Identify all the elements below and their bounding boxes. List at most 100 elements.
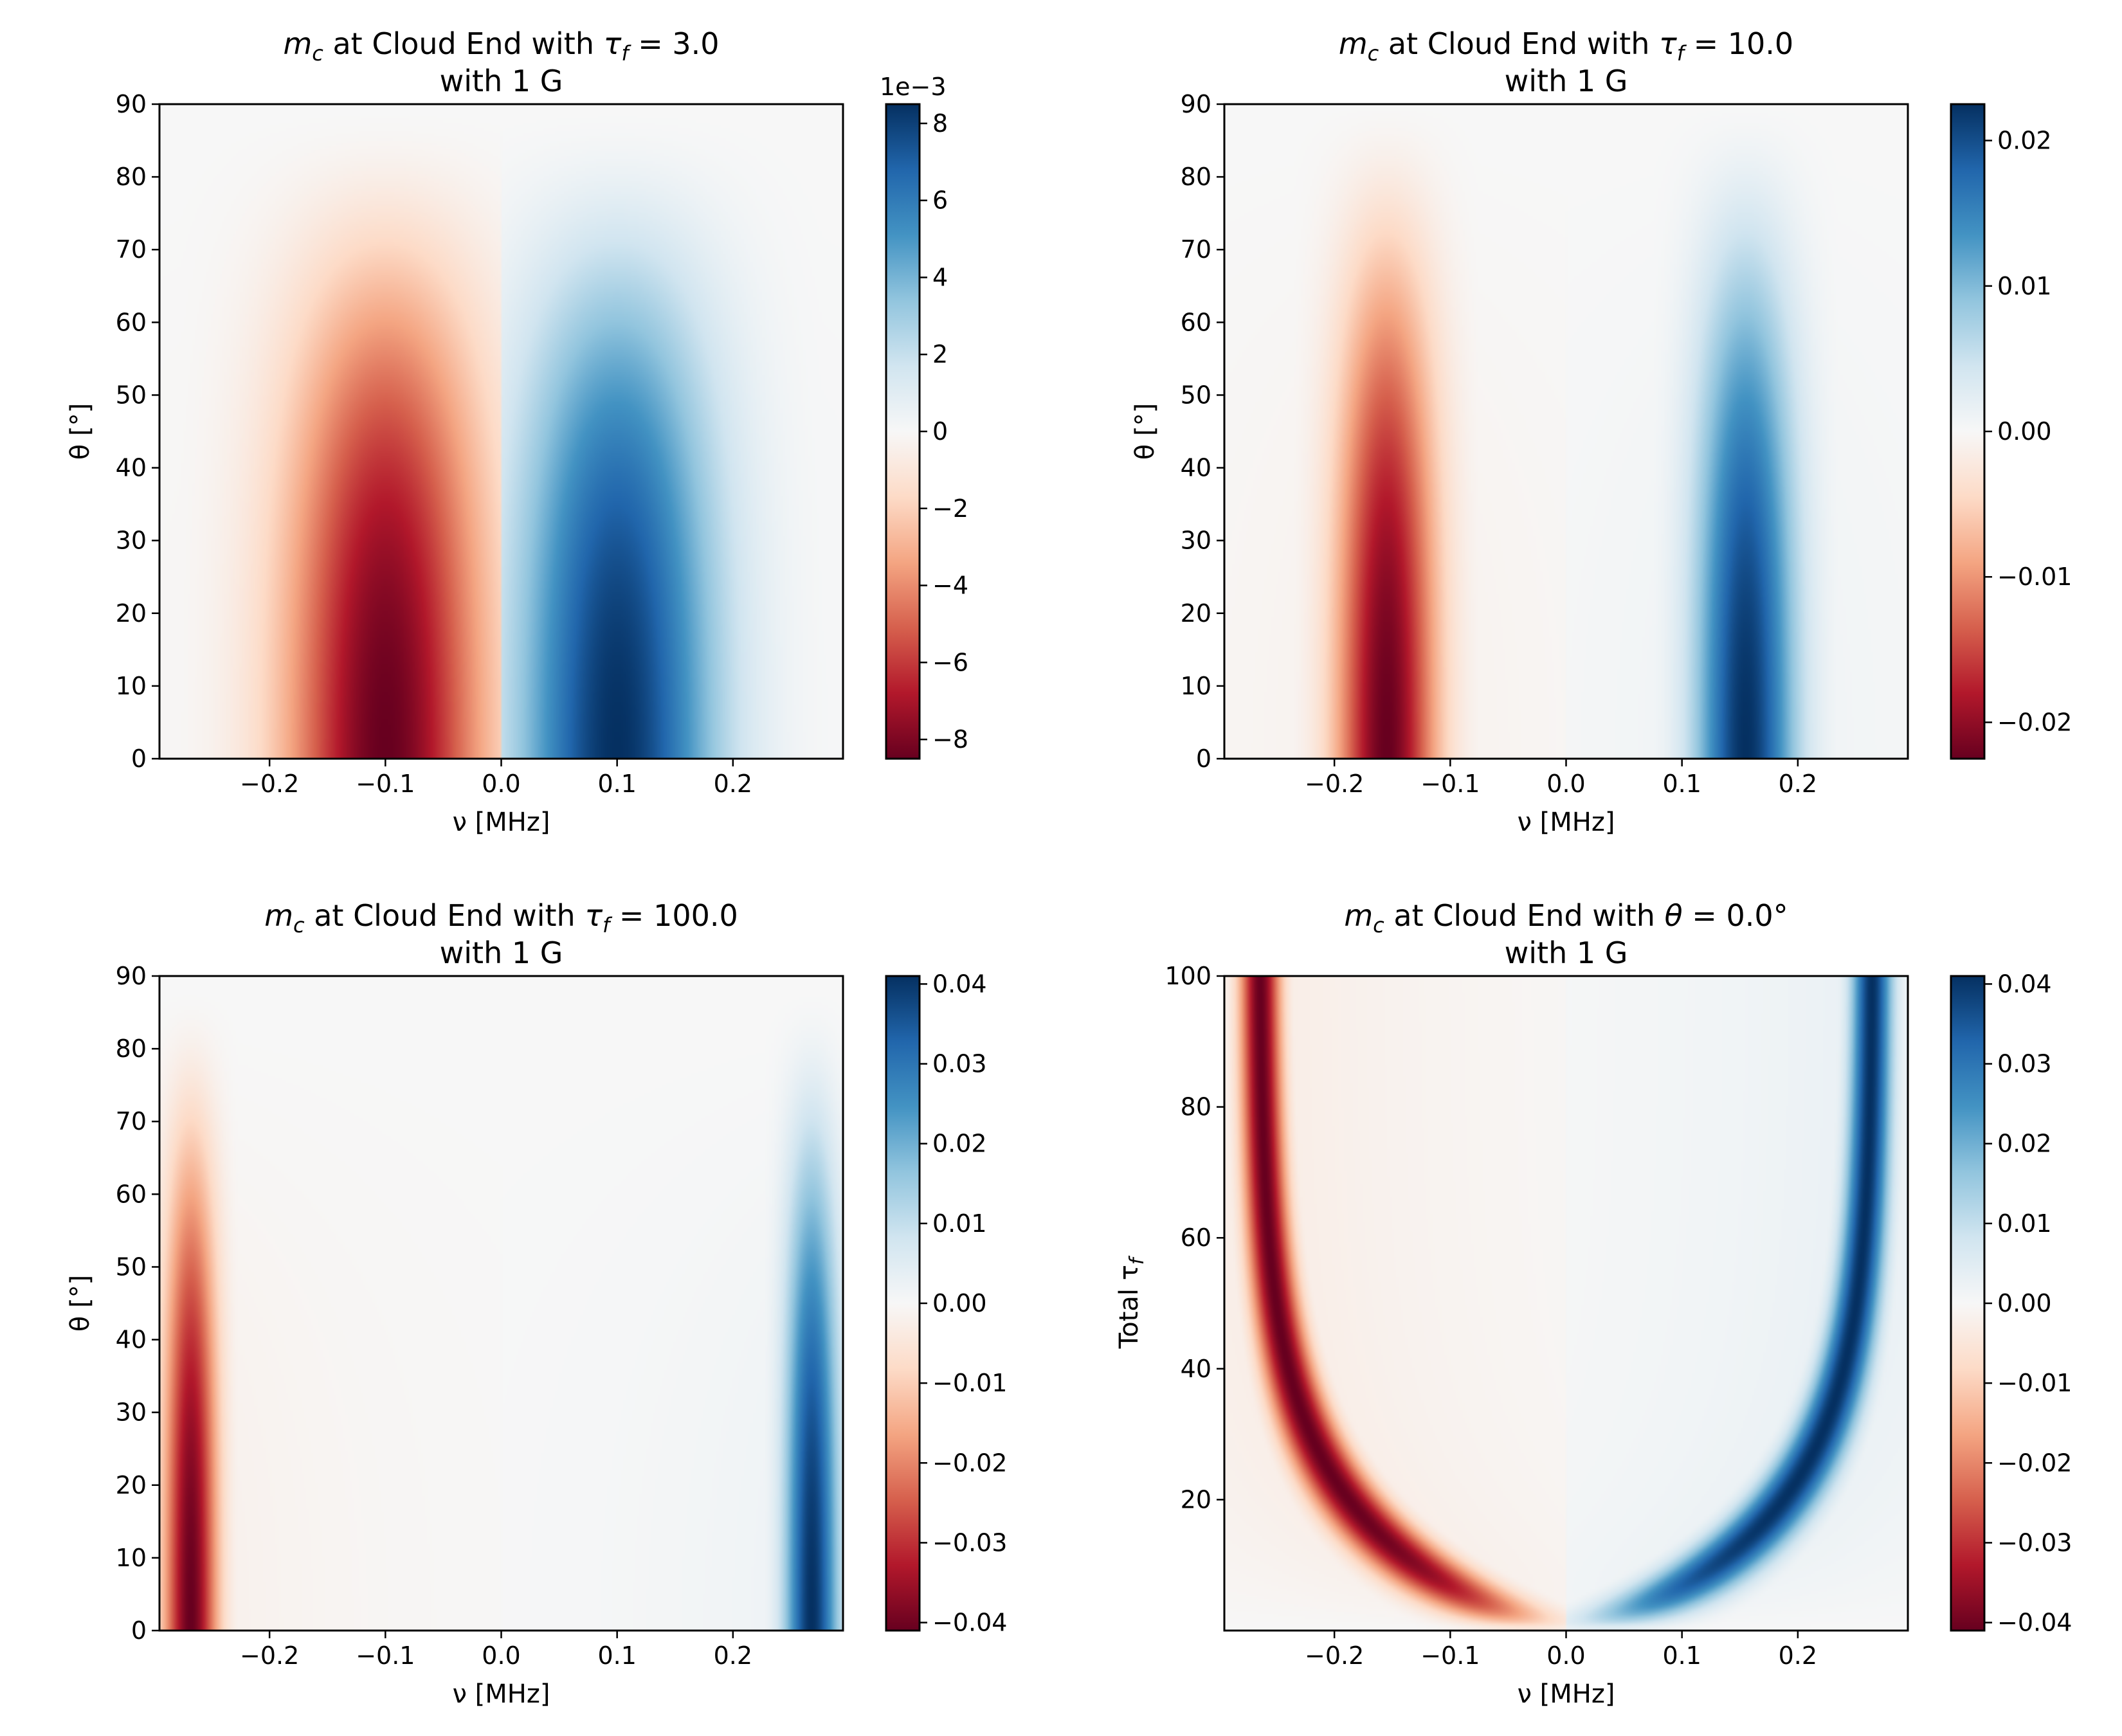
y-tick-label: 10 [116,672,147,700]
colorbar-tick-label: −0.01 [1997,1369,2072,1397]
title-prefix: m [283,26,312,61]
colorbar-tick-label: 0.01 [1997,1209,2052,1238]
panel-1-title: mc at Cloud End with τf = 10.0 [1339,26,1793,66]
y-tick-label: 90 [1181,90,1211,118]
x-tick-label: −0.1 [1420,1641,1480,1670]
colorbar-tick-label: 6 [932,186,948,215]
panel-2-xlabel: ν [MHz] [453,1679,550,1709]
panel-1-title-line2: with 1 G [1505,64,1628,98]
panel-1-ylabel: θ [°] [1130,403,1160,460]
colorbar-tick-label: 4 [932,263,948,291]
y-tick-label: 40 [1181,1355,1211,1383]
y-tick-label: 0 [131,1616,147,1645]
panel-2-title-line2: with 1 G [440,936,563,970]
title-mid: at Cloud End with [305,898,585,933]
y-tick-label: 60 [1181,308,1211,336]
y-tick-label: 20 [116,599,147,628]
y-tick-label: 90 [116,962,147,990]
colorbar-tick-label: 0.04 [1997,970,2052,998]
title-prefix: m [1339,26,1368,61]
title-symbol: τ [1659,26,1677,61]
colorbar-tick-label: 8 [932,109,948,138]
y-tick-label: 90 [116,90,147,118]
colorbar-tick-label: 0.03 [932,1050,987,1078]
panel-1-xlabel: ν [MHz] [1518,808,1615,837]
y-tick-label: 40 [1181,454,1211,482]
colorbar-tick-label: −0.01 [932,1369,1007,1397]
panel-2-heatmap [159,976,843,1631]
x-tick-label: 0.2 [1779,1641,1817,1670]
colorbar-tick-label: −8 [932,725,968,754]
y-tick-label: 100 [1165,962,1211,990]
panel-3-xlabel: ν [MHz] [1518,1679,1615,1709]
y-tick-label: 10 [1181,672,1211,700]
y-tick-label: 0 [131,745,147,773]
x-tick-label: −0.2 [240,1641,299,1670]
y-tick-label: 30 [116,527,147,555]
panel-0-ylabel: θ [°] [66,403,95,460]
panel-0-title: mc at Cloud End with τf = 3.0 [283,26,719,66]
y-tick-label: 70 [116,1107,147,1135]
title-mid: at Cloud End with [1379,26,1659,61]
x-tick-label: 0.0 [1546,1641,1585,1670]
title-mid: at Cloud End with [1384,898,1665,933]
title-prefix: m [1344,898,1373,933]
x-tick-label: −0.1 [1420,770,1480,798]
y-tick-label: 40 [116,454,147,482]
panel-0-colorbar-offset: 1e−3 [880,73,947,101]
panel-3-colorbar [1951,976,1984,1631]
x-tick-label: 0.2 [714,1641,752,1670]
title-symbol: τ [604,26,622,61]
y-tick-label: 30 [116,1398,147,1427]
panel-0-xlabel: ν [MHz] [453,808,550,837]
colorbar-tick-label: −2 [932,494,968,523]
colorbar-tick-label: 0.00 [932,1289,987,1317]
panel-0-colorbar [886,104,920,759]
colorbar-tick-label: −0.03 [932,1528,1007,1557]
panel-3-title: mc at Cloud End with θ = 0.0° [1344,898,1788,937]
x-tick-label: −0.1 [356,770,415,798]
y-tick-label: 50 [116,381,147,409]
panel-1: −0.2 −0.1 0.0 0.1 0.2 0 10 20 30 40 50 60 70 80 90 ν [M… [1130,26,2072,837]
title-value: = 100.0 [610,898,738,933]
colorbar-tick-label: 0 [932,417,948,446]
y-tick-label: 80 [1181,1093,1211,1121]
y-tick-label: 60 [116,1180,147,1208]
y-tick-label: 50 [1181,381,1211,409]
colorbar-tick-label: 2 [932,340,948,368]
colorbar-tick-label: −0.01 [1997,563,2072,591]
y-tick-label: 70 [116,235,147,264]
panel-2-colorbar [886,976,920,1631]
x-tick-label: 0.1 [597,1641,636,1670]
panel-2-ylabel: θ [°] [66,1275,95,1332]
x-tick-label: −0.2 [1305,770,1364,798]
colorbar-tick-label: −4 [932,572,968,600]
panel-2: −0.2 −0.1 0.0 0.1 0.2 0 10 20 30 40 50 60 70 80 90 ν [M… [66,898,1007,1709]
title-symbol: θ [1665,898,1683,933]
colorbar-tick-label: 0.01 [932,1209,987,1238]
title-subscript: c [312,41,323,66]
colorbar-tick-label: 0.02 [1997,1130,2052,1158]
y-tick-label: 40 [116,1326,147,1354]
title-value: = 0.0° [1683,898,1788,933]
colorbar-tick-label: −0.04 [932,1609,1007,1637]
colorbar-tick-label: 0.03 [1997,1050,2052,1078]
panel-3: −0.2 −0.1 0.0 0.1 0.2 20 40 60 80 100 ν [MHz] Total… [1114,898,2072,1709]
y-tick-label: 0 [1196,745,1211,773]
x-tick-label: 0.0 [482,770,520,798]
panel-3-ylabel: Total τf [1114,1255,1148,1349]
colorbar-tick-label: 0.02 [932,1130,987,1158]
colorbar-tick-label: −0.03 [1997,1528,2072,1557]
panel-3-title-line2: with 1 G [1505,936,1628,970]
panel-1-colorbar [1951,104,1984,759]
colorbar-tick-label: −0.02 [1997,1449,2072,1477]
y-tick-label: 60 [116,308,147,336]
colorbar-tick-label: 0.04 [932,970,987,998]
colorbar-tick-label: −0.04 [1997,1609,2072,1637]
panel-0-heatmap [159,104,843,759]
x-tick-label: 0.2 [714,770,752,798]
panel-0-title-line2: with 1 G [440,64,563,98]
x-tick-label: −0.1 [356,1641,415,1670]
